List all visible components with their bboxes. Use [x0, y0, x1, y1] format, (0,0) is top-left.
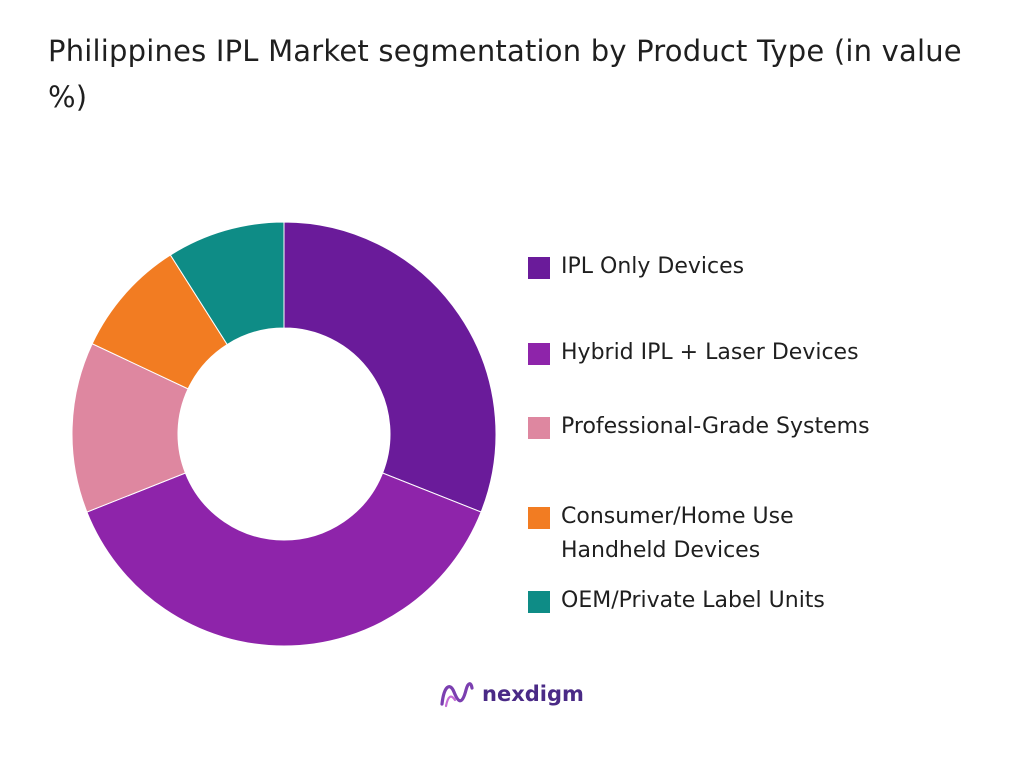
legend-swatch	[528, 343, 550, 365]
donut-chart	[71, 221, 497, 647]
legend-item: Hybrid IPL + Laser Devices	[528, 336, 921, 370]
legend-item: Professional-Grade Systems	[528, 410, 921, 444]
nexdigm-logo: nexdigm	[438, 676, 584, 712]
legend-label: Consumer/Home Use Handheld Devices	[561, 504, 794, 563]
legend-swatch	[528, 507, 550, 529]
legend-label: Hybrid IPL + Laser Devices	[561, 340, 859, 365]
legend-item: IPL Only Devices	[528, 250, 921, 284]
nexdigm-logo-icon	[440, 682, 474, 708]
slice-ipl-only-devices	[283, 221, 497, 513]
chart-title: Philippines IPL Market segmentation by P…	[48, 34, 962, 114]
legend-swatch	[528, 417, 550, 439]
slice-oem-private-label-units	[169, 221, 285, 346]
legend-swatch	[528, 257, 550, 279]
nexdigm-logo-text: nexdigm	[482, 682, 584, 706]
legend-label: IPL Only Devices	[561, 254, 745, 279]
legend-item: Consumer/Home Use Handheld Devices	[528, 500, 861, 568]
legend-swatch	[528, 591, 550, 613]
legend-label: OEM/Private Label Units	[561, 588, 825, 613]
legend-label: Professional-Grade Systems	[561, 414, 870, 439]
slice-hybrid-ipl-laser-devices	[86, 472, 482, 647]
legend-item: OEM/Private Label Units	[528, 584, 921, 618]
